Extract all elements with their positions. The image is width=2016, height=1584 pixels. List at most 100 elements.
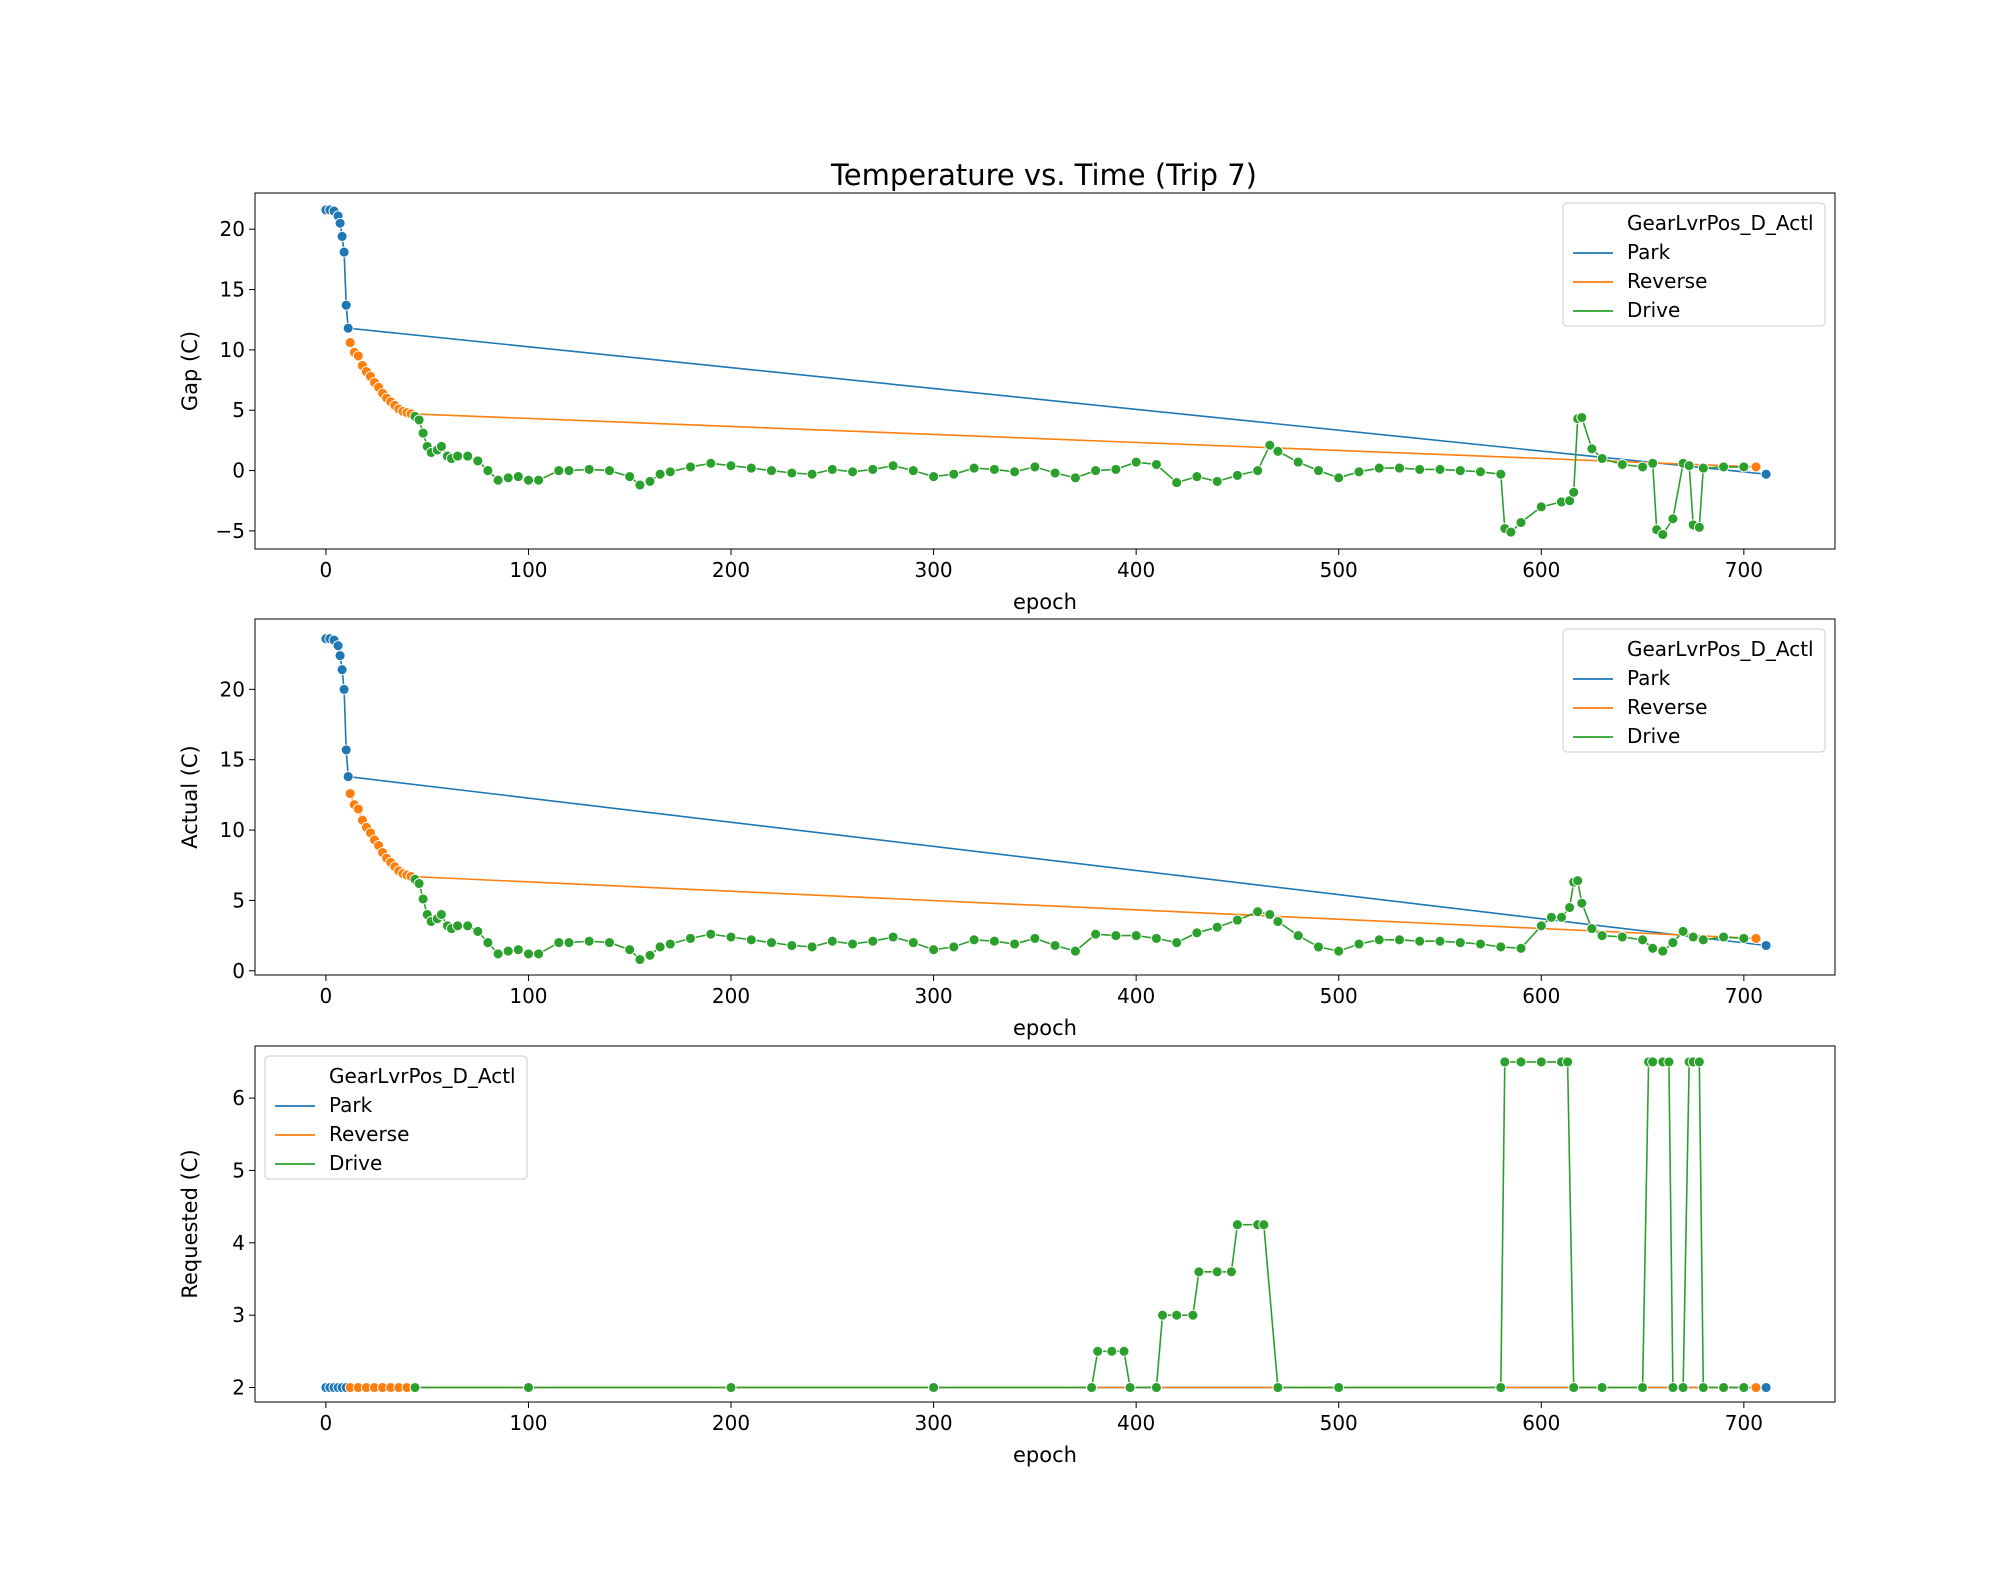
- data-point: [928, 471, 940, 483]
- y-tick-label: 10: [220, 818, 245, 842]
- data-point: [1231, 469, 1243, 481]
- data-point: [1738, 932, 1750, 944]
- series-line-park: [325, 209, 1767, 475]
- data-point: [1535, 1056, 1547, 1068]
- data-point: [1333, 945, 1345, 957]
- data-point: [887, 460, 899, 472]
- data-point: [654, 941, 666, 953]
- data-point: [604, 937, 615, 949]
- x-tick-label: 700: [1725, 1411, 1763, 1435]
- data-point: [1069, 945, 1081, 957]
- data-point: [867, 463, 879, 475]
- data-point: [338, 683, 350, 695]
- x-tick-label: 600: [1522, 984, 1560, 1008]
- data-point: [1434, 463, 1446, 475]
- data-point: [472, 925, 484, 937]
- legend: GearLvrPos_D_Actl Park Reverse Drive: [1562, 202, 1826, 327]
- data-point: [1750, 461, 1762, 473]
- data-point: [1499, 1056, 1511, 1068]
- data-point: [1414, 463, 1426, 475]
- data-point: [1110, 463, 1122, 475]
- series-drive: [409, 410, 1750, 540]
- data-point: [1760, 1382, 1772, 1393]
- legend-entry-park: Park: [329, 1093, 373, 1117]
- data-point: [1596, 453, 1608, 464]
- y-axis-label: Requested (C): [178, 1149, 202, 1298]
- data-point: [1738, 461, 1750, 473]
- data-point: [1264, 439, 1276, 451]
- data-point: [634, 954, 646, 965]
- data-point: [1687, 931, 1699, 943]
- data-point: [332, 640, 344, 652]
- data-point: [563, 465, 575, 477]
- x-tick-label: 500: [1320, 558, 1358, 582]
- y-tick-label: 5: [232, 398, 245, 422]
- axes-frame: [254, 1045, 1836, 1403]
- data-point: [1556, 911, 1567, 923]
- data-point: [1750, 932, 1762, 944]
- x-tick-label: 100: [509, 558, 547, 582]
- data-point: [1258, 1219, 1270, 1231]
- data-point: [1586, 443, 1598, 455]
- y-tick-label: 0: [232, 459, 245, 483]
- data-point: [1677, 1382, 1689, 1393]
- data-point: [1495, 941, 1507, 953]
- data-point: [1313, 465, 1324, 477]
- data-point: [462, 450, 474, 462]
- y-axis-label: Gap (C): [178, 331, 202, 411]
- data-point: [1252, 906, 1264, 918]
- data-point: [1211, 1266, 1223, 1278]
- data-point: [1586, 923, 1598, 935]
- data-point: [766, 465, 777, 477]
- data-point: [624, 944, 636, 956]
- data-point: [1663, 1056, 1675, 1068]
- y-tick-label: 20: [220, 677, 245, 701]
- data-point: [1647, 457, 1659, 469]
- data-point: [482, 937, 494, 949]
- data-point: [435, 909, 447, 920]
- y-tick-label: 3: [232, 1303, 245, 1327]
- y-tick-label: 5: [232, 888, 245, 912]
- data-point: [1637, 1382, 1649, 1393]
- y-tick-label: 5: [232, 1158, 245, 1182]
- data-point: [334, 650, 346, 662]
- x-tick-label: 300: [914, 1411, 952, 1435]
- data-point: [1667, 937, 1679, 949]
- data-point: [624, 471, 636, 483]
- data-point: [1272, 445, 1284, 457]
- subplot-2: 0 100 200 300 400 500 600 700 0 5 10 15 20 epoch Actua…: [178, 618, 1836, 1040]
- data-point: [344, 337, 356, 349]
- data-point: [1596, 930, 1608, 942]
- data-point: [338, 246, 350, 258]
- legend-title: GearLvrPos_D_Actl: [329, 1064, 516, 1088]
- series-drive: [409, 1056, 1750, 1393]
- legend-entry-drive: Drive: [1627, 298, 1680, 322]
- data-point: [806, 941, 818, 953]
- data-point: [1667, 1382, 1679, 1393]
- data-point: [1193, 1266, 1205, 1278]
- data-point: [654, 468, 666, 480]
- x-tick-label: 200: [712, 984, 750, 1008]
- data-point: [968, 462, 980, 474]
- data-point: [512, 944, 524, 956]
- data-point: [334, 217, 346, 229]
- data-point: [340, 299, 352, 311]
- x-tick-label: 700: [1725, 558, 1763, 582]
- x-tick-label: 500: [1320, 984, 1358, 1008]
- data-point: [553, 465, 565, 477]
- data-point: [435, 440, 447, 452]
- data-point: [1313, 941, 1324, 953]
- data-point: [1353, 938, 1365, 950]
- data-point: [1760, 940, 1772, 951]
- x-tick-label: 100: [509, 1411, 547, 1435]
- data-point: [1568, 486, 1580, 498]
- data-point: [1697, 1382, 1709, 1393]
- data-point: [492, 948, 504, 960]
- data-point: [1564, 902, 1576, 913]
- data-point: [352, 803, 364, 815]
- series-line-drive: [415, 1061, 1744, 1389]
- x-tick-label: 600: [1522, 558, 1560, 582]
- axes-frame: [254, 618, 1836, 976]
- data-point: [512, 471, 524, 483]
- data-point: [1373, 934, 1385, 946]
